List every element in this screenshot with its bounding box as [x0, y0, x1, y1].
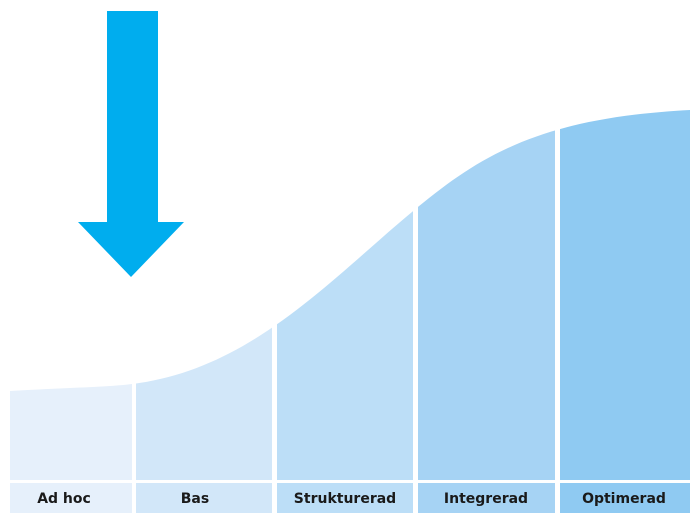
stage-bar-optimerad [560, 483, 690, 513]
stage-label-bars: Ad hoc Bas Strukturerad Integrerad Optim… [10, 483, 690, 513]
stage-ad-hoc: Ad hoc [10, 483, 132, 513]
stage-column-optimerad [560, 110, 690, 480]
stage-bar-strukturerad [277, 483, 413, 513]
stage-bas: Bas [136, 483, 272, 513]
stage-label-strukturerad: Strukturerad [294, 491, 396, 507]
stage-integrerad: Integrerad [418, 483, 555, 513]
stage-label-bas: Bas [181, 491, 209, 507]
down-arrow-icon [78, 11, 184, 277]
stage-label-optimerad: Optimerad [582, 491, 666, 507]
stage-column-strukturerad [277, 110, 413, 480]
stage-optimerad: Optimerad [560, 483, 690, 513]
stage-label-ad-hoc: Ad hoc [37, 491, 91, 507]
stage-column-integrerad [418, 110, 555, 480]
stage-bar-bas [136, 483, 272, 513]
stage-strukturerad: Strukturerad [277, 483, 413, 513]
stage-bar-integrerad [418, 483, 555, 513]
stage-label-integrerad: Integrerad [444, 491, 528, 507]
stage-bar-ad-hoc [10, 483, 132, 513]
